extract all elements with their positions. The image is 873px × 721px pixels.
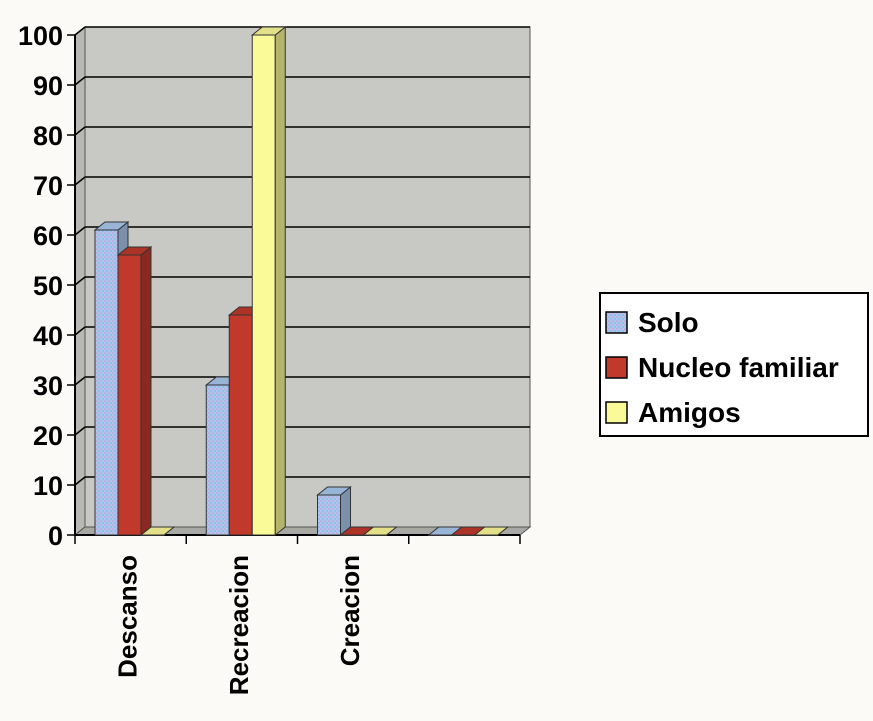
bar-amigos-cat3 bbox=[473, 526, 510, 536]
bar-amigos-creacion bbox=[362, 526, 398, 536]
gridlines bbox=[74, 26, 530, 486]
bar-amigos-recreacion bbox=[250, 25, 287, 537]
y-tick-label-0: 0 bbox=[48, 521, 63, 551]
y-tick-labels: 0 10 20 30 40 50 60 70 80 90 100 bbox=[18, 21, 63, 551]
legend-swatch-amigos bbox=[605, 401, 628, 424]
y-tick-label-30: 30 bbox=[33, 371, 63, 401]
gridline-50 bbox=[74, 276, 86, 286]
x-tick-label-recreacion: Recreacion bbox=[224, 555, 254, 695]
bar-nucleo-familiar-descanso bbox=[116, 245, 153, 537]
gridline-100 bbox=[74, 26, 86, 36]
gridline-10 bbox=[74, 476, 86, 486]
legend-box bbox=[599, 292, 869, 437]
y-tick-label-20: 20 bbox=[33, 421, 63, 451]
bar-amigos-descanso bbox=[139, 526, 176, 536]
legend-label-solo: Solo bbox=[638, 307, 699, 338]
bars bbox=[93, 25, 510, 537]
x-tick-labels: Descanso Recreacion Creacion bbox=[113, 555, 366, 695]
y-tick-label-100: 100 bbox=[18, 21, 63, 51]
y-tick-label-80: 80 bbox=[33, 121, 63, 151]
y-tick-label-70: 70 bbox=[33, 171, 63, 201]
gridline-80 bbox=[74, 126, 86, 136]
y-tick-label-10: 10 bbox=[33, 471, 63, 501]
gridline-40 bbox=[74, 326, 86, 336]
gridline-70 bbox=[74, 176, 86, 186]
legend: Solo Nucleo familiar Amigos bbox=[599, 292, 869, 437]
gridline-90 bbox=[74, 76, 86, 86]
bar-solo-creacion bbox=[316, 485, 352, 537]
gridline-60 bbox=[74, 226, 86, 236]
legend-swatch-solo bbox=[605, 311, 628, 334]
y-tick-label-40: 40 bbox=[33, 321, 63, 351]
legend-label-amigos: Amigos bbox=[638, 397, 741, 428]
y-tick-label-90: 90 bbox=[33, 71, 63, 101]
y-tick-label-50: 50 bbox=[33, 271, 63, 301]
legend-swatch-nucleo-familiar bbox=[605, 356, 628, 379]
legend-label-nucleo-familiar: Nucleo familiar bbox=[638, 352, 839, 383]
y-tick-label-60: 60 bbox=[33, 221, 63, 251]
gridline-20 bbox=[74, 426, 86, 436]
x-tick-label-creacion: Creacion bbox=[335, 555, 365, 666]
gridline-30 bbox=[74, 376, 86, 386]
x-tick-label-descanso: Descanso bbox=[113, 555, 143, 678]
